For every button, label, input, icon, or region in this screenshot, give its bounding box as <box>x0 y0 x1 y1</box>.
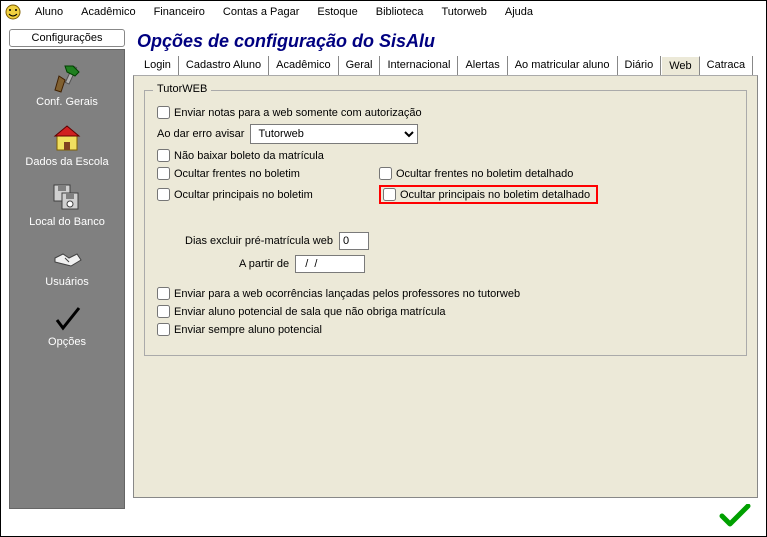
menu-contas[interactable]: Contas a Pagar <box>215 4 307 20</box>
page-title: Opções de configuração do SisAlu <box>133 29 758 56</box>
menu-estoque[interactable]: Estoque <box>309 4 365 20</box>
confirm-button[interactable] <box>718 504 752 528</box>
checkbox-label: Enviar para a web ocorrências lançadas p… <box>174 288 520 300</box>
tab-geral[interactable]: Geral <box>339 56 381 75</box>
combo-avisar[interactable]: Tutorweb <box>250 124 418 144</box>
checkbox-enviar-ocorrencias[interactable]: Enviar para a web ocorrências lançadas p… <box>157 287 520 300</box>
checkbox-label: Ocultar principais no boletim <box>174 189 313 201</box>
highlight-box: Ocultar principais no boletim detalhado <box>379 185 598 204</box>
tab-alertas[interactable]: Alertas <box>458 56 507 75</box>
checkbox-label: Não baixar boleto da matrícula <box>174 150 324 162</box>
checkbox-ocultar-principais[interactable]: Ocultar principais no boletim <box>157 185 327 204</box>
checkbox-label: Enviar aluno potencial de sala que não o… <box>174 306 446 318</box>
sidebar-body: Conf. Gerais Dados da Escola Local do Ba… <box>9 49 125 509</box>
menu-bar: Aluno Acadêmico Financeiro Contas a Paga… <box>1 1 766 23</box>
sidebar-item-label: Opções <box>48 336 86 348</box>
tab-panel-web: TutorWEB Enviar notas para a web somente… <box>133 75 758 498</box>
checkbox-ocultar-frentes[interactable]: Ocultar frentes no boletim <box>157 167 327 180</box>
input-dias[interactable] <box>339 232 369 250</box>
checkbox-label: Ocultar frentes no boletim detalhado <box>396 168 573 180</box>
checkbox-enviar-notas[interactable]: Enviar notas para a web somente com auto… <box>157 106 422 119</box>
label-dias-excluir: Dias excluir pré-matrícula web <box>185 235 333 247</box>
sidebar-item-label: Dados da Escola <box>25 156 108 168</box>
label-ao-dar-erro: Ao dar erro avisar <box>157 128 244 140</box>
tab-matricular[interactable]: Ao matricular aluno <box>508 56 618 75</box>
tab-academico[interactable]: Acadêmico <box>269 56 338 75</box>
sidebar-item-local-banco[interactable]: Local do Banco <box>10 178 124 234</box>
label-a-partir: A partir de <box>239 258 289 270</box>
checkbox-ocultar-frentes-det[interactable]: Ocultar frentes no boletim detalhado <box>379 167 573 180</box>
tab-internacional[interactable]: Internacional <box>380 56 458 75</box>
tools-icon <box>51 62 83 94</box>
checkbox-enviar-sempre[interactable]: Enviar sempre aluno potencial <box>157 323 322 336</box>
menu-tutorweb[interactable]: Tutorweb <box>433 4 494 20</box>
input-data[interactable] <box>295 255 365 273</box>
menu-financeiro[interactable]: Financeiro <box>146 4 213 20</box>
menu-aluno[interactable]: Aluno <box>27 4 71 20</box>
checkbox-nao-baixar[interactable]: Não baixar boleto da matrícula <box>157 149 324 162</box>
check-icon <box>51 302 83 334</box>
sidebar-item-label: Local do Banco <box>29 216 105 228</box>
handshake-icon <box>51 242 83 274</box>
checkbox-label: Ocultar principais no boletim detalhado <box>400 189 590 201</box>
disk-icon <box>51 182 83 214</box>
sidebar: Configurações Conf. Gerais Dados da Esco… <box>9 29 125 498</box>
sidebar-item-label: Conf. Gerais <box>36 96 98 108</box>
sidebar-item-opcoes[interactable]: Opções <box>10 298 124 354</box>
checkbox-ocultar-principais-det[interactable]: Ocultar principais no boletim detalhado <box>383 188 590 201</box>
groupbox-title: TutorWEB <box>153 83 211 95</box>
sidebar-item-dados-escola[interactable]: Dados da Escola <box>10 118 124 174</box>
sidebar-item-label: Usuários <box>45 276 88 288</box>
tab-cadastro[interactable]: Cadastro Aluno <box>179 56 269 75</box>
main-area: Opções de configuração do SisAlu Login C… <box>133 29 758 498</box>
checkbox-label: Enviar notas para a web somente com auto… <box>174 107 422 119</box>
sidebar-item-usuarios[interactable]: Usuários <box>10 238 124 294</box>
tab-web[interactable]: Web <box>661 56 699 75</box>
tab-catraca[interactable]: Catraca <box>700 56 754 75</box>
menu-academico[interactable]: Acadêmico <box>73 4 143 20</box>
checkbox-label: Enviar sempre aluno potencial <box>174 324 322 336</box>
checkbox-label: Ocultar frentes no boletim <box>174 168 300 180</box>
tab-strip: Login Cadastro Aluno Acadêmico Geral Int… <box>133 56 758 76</box>
groupbox-tutorweb: TutorWEB Enviar notas para a web somente… <box>144 90 747 356</box>
menu-ajuda[interactable]: Ajuda <box>497 4 541 20</box>
school-icon <box>51 122 83 154</box>
sidebar-item-conf-gerais[interactable]: Conf. Gerais <box>10 58 124 114</box>
checkbox-enviar-potencial-sala[interactable]: Enviar aluno potencial de sala que não o… <box>157 305 446 318</box>
sidebar-title: Configurações <box>9 29 125 47</box>
menu-biblioteca[interactable]: Biblioteca <box>368 4 432 20</box>
tab-login[interactable]: Login <box>137 56 179 75</box>
tab-diario[interactable]: Diário <box>618 56 662 75</box>
app-icon <box>5 4 21 20</box>
